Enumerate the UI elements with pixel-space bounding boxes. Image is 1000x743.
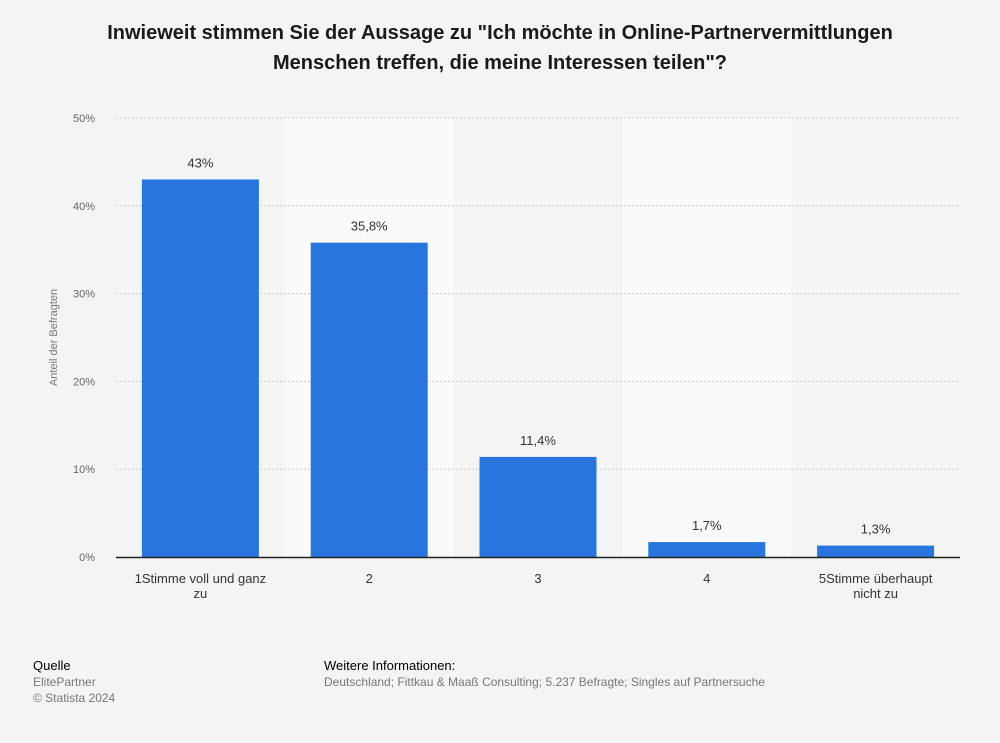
x-tick-label: 5Stimme überhaupt — [819, 571, 933, 586]
bar-1[interactable] — [141, 179, 259, 557]
y-tick-label: 50% — [73, 113, 95, 125]
y-tick-labels: 0% 10% 20% 30% 40% 50% — [73, 113, 95, 564]
chart-title-line-1: Inwieweit stimmen Sie der Aussage zu "Ic… — [107, 22, 893, 44]
value-label: 43% — [187, 155, 213, 170]
y-tick-label: 40% — [73, 201, 95, 213]
value-label: 11,4% — [520, 433, 556, 448]
x-tick-label: 2 — [366, 571, 373, 586]
band-3 — [622, 118, 792, 557]
info-text: Deutschland; Fittkau & Maaß Consulting; … — [324, 675, 765, 689]
y-tick-label: 30% — [73, 289, 95, 301]
bar-chart: 43% 35,8% 11,4% 1,7% 1,3% 1Stimme voll und g… — [48, 113, 960, 601]
chart-title: Inwieweit stimmen Sie der Aussage zu "Ic… — [40, 18, 960, 78]
value-label: 1,7% — [692, 518, 722, 533]
value-label: 1,3% — [861, 522, 891, 537]
x-tick-label: nicht zu — [853, 586, 898, 601]
bar-3[interactable] — [479, 456, 597, 557]
bars — [141, 179, 935, 557]
x-tick-label: 4 — [703, 571, 710, 586]
chart-title-line-2: Menschen treffen, die meine Interessen t… — [272, 52, 728, 74]
bar-5[interactable] — [817, 545, 935, 557]
x-tick-label: 3 — [534, 571, 541, 586]
bar-4[interactable] — [648, 542, 766, 557]
y-tick-label: 0% — [79, 552, 95, 564]
value-label: 35,8% — [351, 219, 388, 234]
x-tick-label: zu — [194, 586, 208, 601]
source-heading: Quelle — [33, 658, 71, 673]
y-tick-label: 10% — [73, 464, 95, 476]
x-tick-label: 1Stimme voll und ganz — [135, 571, 267, 586]
source-line-2: © Statista 2024 — [33, 691, 116, 705]
y-axis-label: Anteil der Befragten — [48, 289, 60, 386]
y-tick-label: 20% — [73, 376, 95, 388]
info-heading: Weitere Informationen: — [324, 658, 456, 673]
source-line-1: ElitePartner — [33, 675, 96, 689]
info-block: Weitere Informationen: Deutschland; Fitt… — [324, 658, 765, 690]
source-block: Quelle ElitePartner © Statista 2024 — [33, 658, 115, 706]
bar-2[interactable] — [310, 242, 428, 557]
value-labels: 43% 35,8% 11,4% 1,7% 1,3% — [187, 155, 890, 536]
